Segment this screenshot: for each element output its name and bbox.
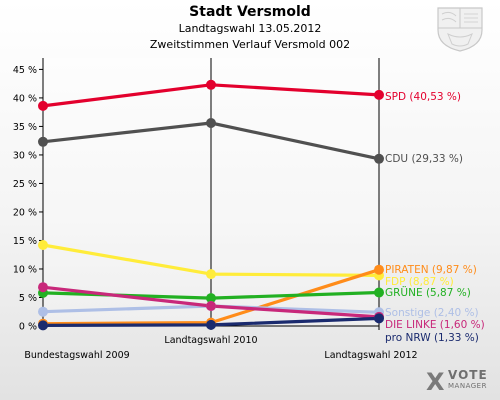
y-tick-label: 20 % [13,207,37,218]
y-tick-label: 30 % [13,150,37,161]
data-point-grüne [206,293,216,304]
series-label-pro-nrw: pro NRW (1,33 %) [385,332,479,344]
series-label-die-linke: DIE LINKE (1,60 %) [385,319,485,331]
data-point-grüne [374,287,384,298]
x-tick-label: Landtagswahl 2010 [164,335,257,346]
y-tick-label: 45 % [13,65,37,76]
series-label-fdp: FDP (8,87 %) [385,276,454,288]
data-point-spd [374,89,384,100]
chart-subtitle-2: Zweitstimmen Verlauf Versmold 002 [149,38,351,51]
y-tick-label: 10 % [13,264,37,275]
data-point-cdu [206,118,216,128]
logo-word-1: VOTE [448,368,488,382]
data-point-cdu [374,153,384,164]
data-point-die-linke [206,301,216,311]
data-point-spd [38,100,48,111]
x-tick-label: Bundestagswahl 2009 [24,350,129,361]
y-tick-label: 25 % [13,179,37,190]
chart-title: Stadt Versmold [189,4,311,20]
y-tick-label: 35 % [13,122,37,133]
series-label-sonstige: Sonstige (2,40 %) [385,307,479,319]
series-label-spd: SPD (40,53 %) [385,91,461,103]
series-label-grüne: GRÜNE (5,87 %) [385,286,471,299]
series-label-cdu: CDU (29,33 %) [385,153,463,165]
y-tick-label: 40 % [13,93,37,104]
y-tick-label: 5 % [19,293,37,304]
logo-word-2: MANAGER [448,382,487,390]
logo-mark: X [426,368,445,396]
data-point-fdp [206,269,216,280]
data-point-sonstige [38,306,48,317]
data-point-cdu [38,136,48,147]
nrw-coat-of-arms-icon [437,7,483,52]
y-tick-label: 0 % [19,322,37,333]
data-point-fdp [38,240,48,250]
data-point-spd [206,79,216,90]
data-point-pro-nrw [206,319,216,330]
data-point-die-linke [38,282,48,293]
data-point-piraten [374,264,384,275]
votemanager-logo: X VOTE MANAGER [426,366,498,396]
chart-subtitle: Landtagswahl 13.05.2012 [178,22,322,35]
y-tick-label: 15 % [13,236,37,247]
x-tick-label: Landtagswahl 2012 [324,350,417,361]
data-point-pro-nrw [374,313,384,324]
data-point-pro-nrw [38,320,48,331]
series-label-piraten: PIRATEN (9,87 %) [385,264,477,276]
